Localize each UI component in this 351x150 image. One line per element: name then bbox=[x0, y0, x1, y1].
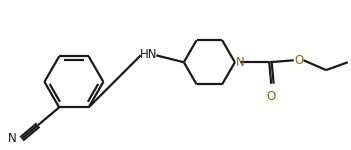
Text: HN: HN bbox=[140, 48, 157, 61]
Text: N: N bbox=[8, 132, 17, 145]
Text: O: O bbox=[266, 90, 276, 103]
Text: N: N bbox=[236, 56, 245, 69]
Text: O: O bbox=[294, 54, 303, 67]
